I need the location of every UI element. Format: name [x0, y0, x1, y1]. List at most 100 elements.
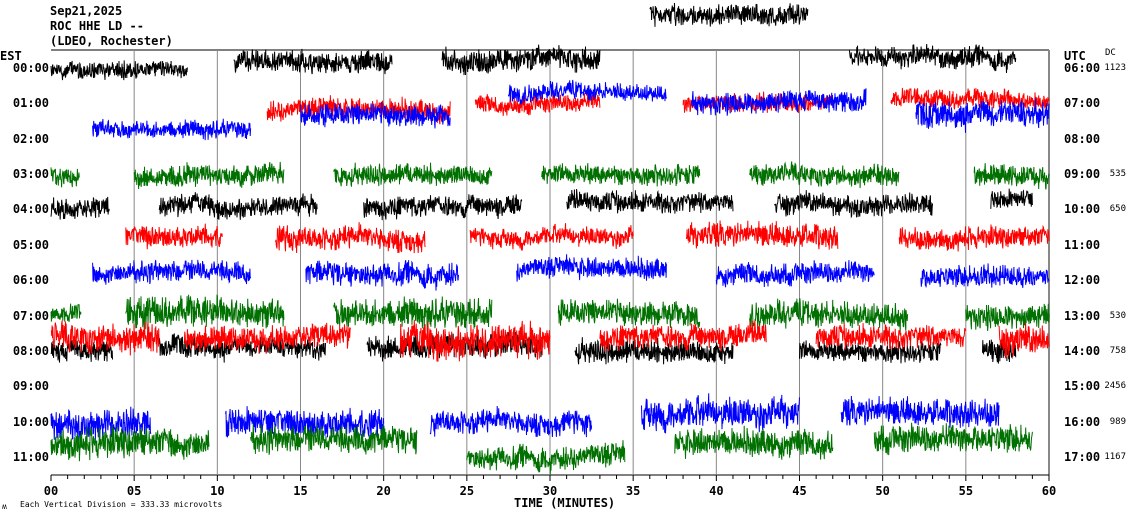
utc-hour-label: 07:00: [1064, 96, 1101, 111]
trace-segment: [125, 223, 223, 250]
x-tick-label: 55: [958, 484, 974, 498]
chart-station: ROC HHE LD --: [50, 19, 144, 33]
trace-segment: [641, 393, 800, 434]
est-hour-label: 11:00: [12, 449, 49, 464]
x-tick-label: 30: [542, 484, 558, 498]
trace-segment: [469, 223, 634, 251]
est-hour-label: 00:00: [12, 61, 49, 75]
trace-segment: [183, 322, 351, 354]
utc-hour-label: 17:00: [1064, 449, 1101, 464]
trace-segment: [848, 43, 1017, 74]
x-tick-label: 20: [376, 484, 391, 498]
trace-segment: [92, 118, 252, 141]
utc-hour-label: 12:00: [1064, 273, 1101, 288]
dc-title: DC: [1105, 48, 1116, 58]
trace-segment: [973, 163, 1050, 190]
utc-hour-label: 14:00: [1064, 343, 1101, 358]
trace-segment: [429, 405, 593, 438]
dc-offset-label: 1167: [1104, 451, 1126, 462]
x-tick-label: 05: [126, 484, 142, 498]
trace-segment: [799, 339, 942, 364]
trace-segment: [233, 48, 393, 75]
est-hour-label: 02:00: [12, 131, 49, 146]
trace-segment: [541, 163, 701, 187]
trace-segment: [898, 224, 1050, 252]
x-tick-label: 25: [459, 484, 475, 498]
dc-offset-label: 530: [1109, 310, 1126, 321]
x-tick-label: 00: [43, 484, 59, 498]
trace-segment: [873, 422, 1033, 456]
trace-segment: [466, 440, 626, 475]
dc-offset-label: 758: [1109, 345, 1126, 356]
x-tick-label: 50: [875, 484, 890, 498]
trace-segment: [158, 192, 318, 220]
dc-offset-label: 989: [1109, 416, 1126, 427]
est-hour-label: 05:00: [12, 237, 49, 252]
trace-segment: [50, 167, 80, 188]
trace-segment: [574, 337, 734, 365]
trace-segment: [749, 161, 900, 189]
trace-segment: [557, 298, 701, 329]
utc-hour-label: 16:00: [1064, 414, 1101, 429]
scale-note: Each Vertical Division = 333.33 microvol…: [20, 500, 223, 509]
trace-segment: [363, 194, 523, 221]
utc-hour-label: 08:00: [1064, 131, 1101, 146]
chart-network: (LDEO, Rochester): [50, 34, 173, 48]
trace-segment: [920, 263, 1050, 288]
x-axis-label: TIME (MINUTES): [514, 496, 616, 510]
trace-segment: [749, 298, 909, 334]
utc-hour-label: 15:00: [1064, 379, 1101, 394]
x-tick-label: 45: [792, 484, 807, 498]
trace-segment: [333, 296, 493, 331]
est-hour-label: 06:00: [12, 273, 49, 288]
trace-segment: [890, 87, 1050, 110]
utc-axis-title: UTC: [1064, 49, 1086, 63]
trace-segment: [300, 102, 451, 129]
est-axis-title: EST: [0, 49, 22, 63]
trace-segment: [599, 320, 767, 352]
trace-segment: [333, 162, 493, 187]
utc-hour-label: 11:00: [1064, 237, 1101, 252]
trace-segment: [50, 303, 82, 322]
dc-offset-label: 1123: [1104, 63, 1126, 73]
x-tick-label: 15: [293, 484, 308, 498]
trace-segment: [507, 79, 667, 105]
trace-segment: [50, 196, 110, 220]
chart-date: Sep21,2025: [50, 4, 123, 18]
trace-segment: [305, 260, 459, 291]
trace-segment: [840, 395, 1000, 428]
trace-segment: [982, 339, 1017, 364]
dc-offset-label: 650: [1109, 204, 1126, 215]
trace-segment: [715, 260, 875, 288]
est-hour-label: 09:00: [12, 379, 49, 394]
est-hour-label: 04:00: [12, 202, 49, 217]
x-tick-label: 40: [709, 484, 724, 498]
trace-segment: [50, 320, 160, 356]
trace-segment: [998, 322, 1050, 359]
est-hour-label: 10:00: [12, 414, 49, 429]
trace-segment: [516, 254, 667, 282]
trace-segment: [125, 294, 285, 330]
dc-offset-label: 535: [1109, 169, 1126, 180]
est-hour-label: 03:00: [12, 167, 49, 182]
trace-segment: [774, 190, 934, 219]
trace-segment: [50, 425, 210, 462]
x-tick-label: 60: [1041, 484, 1057, 498]
footer-symbol: ʍ: [2, 502, 7, 511]
trace-segment: [674, 425, 834, 460]
trace-segment: [965, 303, 1050, 331]
trace-segment: [441, 44, 601, 76]
utc-hour-label: 06:00: [1064, 61, 1101, 75]
trace-segment: [399, 319, 551, 362]
trace-segment: [275, 222, 426, 254]
est-hour-label: 01:00: [12, 96, 49, 111]
est-hour-label: 07:00: [12, 308, 49, 323]
utc-hour-label: 10:00: [1064, 202, 1101, 217]
trace-segment: [649, 2, 809, 27]
trace-segment: [50, 406, 152, 441]
x-tick-label: 35: [625, 484, 641, 498]
trace-segment: [250, 424, 418, 455]
trace-segment: [92, 259, 252, 285]
trace-segment: [133, 161, 285, 190]
